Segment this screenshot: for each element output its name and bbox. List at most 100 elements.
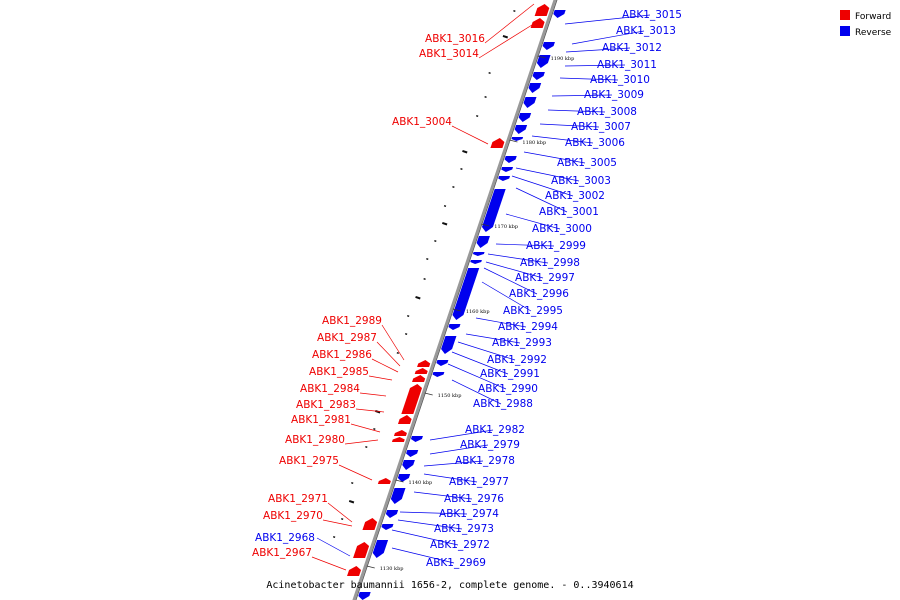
reverse-gene-label: ABK1_2979 <box>460 439 520 451</box>
forward-gene-label: ABK1_2984 <box>300 383 360 395</box>
reverse-gene-leader <box>451 379 502 405</box>
reverse-gene-leader <box>451 351 509 375</box>
legend-forward-label: Forward <box>855 12 891 22</box>
reverse-gene-arrow <box>410 436 423 442</box>
forward-gene-arrow <box>347 566 362 576</box>
forward-gene-arrow <box>414 368 428 374</box>
forward-gene-arrow <box>397 415 412 424</box>
repeat-mark <box>404 333 408 336</box>
reverse-gene-label: ABK1_3006 <box>565 137 625 149</box>
tick-mark <box>509 139 518 143</box>
reverse-gene-label: ABK1_3008 <box>577 106 637 118</box>
reverse-gene-leader <box>515 167 580 182</box>
reverse-gene-label: ABK1_3001 <box>539 206 599 218</box>
reverse-gene-arrow <box>498 176 511 181</box>
reverse-gene-arrow <box>358 592 371 600</box>
reverse-gene-leader <box>481 281 532 312</box>
reverse-gene-label: ABK1_2968 <box>255 532 315 544</box>
reverse-gene-arrow <box>514 125 528 134</box>
reverse-gene-label: ABK1_3011 <box>597 59 657 71</box>
forward-gene-arrow <box>393 430 407 436</box>
reverse-gene-arrow <box>476 236 490 248</box>
forward-gene-arrow <box>362 518 378 530</box>
reverse-gene-label: ABK1_3013 <box>616 25 676 37</box>
reverse-gene-label: ABK1_2976 <box>444 493 504 505</box>
reverse-gene-leader <box>571 30 645 45</box>
reverse-gene-leader <box>429 444 489 455</box>
forward-gene-leader <box>350 423 381 433</box>
reverse-gene-arrow <box>406 450 419 457</box>
reverse-gene-arrow <box>441 336 457 354</box>
reverse-gene-leader <box>397 519 463 530</box>
forward-gene-label: ABK1_2986 <box>312 349 372 361</box>
reverse-gene-arrow <box>523 97 537 108</box>
forward-gene-arrow <box>401 384 423 414</box>
forward-gene-leader <box>484 3 535 44</box>
reverse-gene-leader <box>413 491 473 500</box>
reverse-gene-label: ABK1_2990 <box>478 383 538 395</box>
forward-gene-arrow <box>353 542 370 558</box>
legend-forward-swatch <box>840 10 850 20</box>
reverse-gene-leader <box>399 511 468 515</box>
reverse-gene-label: ABK1_3000 <box>532 223 592 235</box>
reverse-gene-label: ABK1_3015 <box>622 9 682 21</box>
forward-gene-arrow <box>377 478 391 484</box>
reverse-gene-leader <box>495 243 555 247</box>
map-caption: Acinetobacter baumannii 1656-2, complete… <box>266 580 633 591</box>
reverse-gene-label: ABK1_3003 <box>551 175 611 187</box>
reverse-gene-arrow <box>390 488 406 504</box>
reverse-gene-arrow <box>432 372 445 377</box>
reverse-gene-label: ABK1_2996 <box>509 288 569 300</box>
reverse-gene-arrow <box>448 324 461 330</box>
axis-layer: 1190 kbp 1180 kbp 1170 kbp 1160 kbp 1150 kbp… <box>352 0 574 600</box>
reverse-gene-leader <box>391 547 455 564</box>
reverse-gene-label: ABK1_3012 <box>602 42 662 54</box>
reverse-gene-leader <box>429 429 494 441</box>
reverse-gene-label: ABK1_2999 <box>526 240 586 252</box>
reverse-gene-arrow <box>511 137 524 141</box>
reverse-gene-arrow <box>385 510 399 518</box>
forward-gene-label: ABK1_2980 <box>285 434 345 446</box>
reverse-gene-arrow <box>501 167 514 172</box>
forward-gene-leader <box>381 324 405 361</box>
tick-label: 1170 kbp <box>494 224 518 230</box>
reverse-gene-leader <box>316 537 351 557</box>
forward-gene-label: ABK1_2970 <box>263 510 323 522</box>
tick-label: 1150 kbp <box>438 393 462 399</box>
repeat-mark <box>332 536 336 539</box>
tick-label: 1130 kbp <box>380 566 404 572</box>
reverse-gene-arrow <box>472 252 485 256</box>
reverse-gene-arrow <box>402 460 415 470</box>
repeat-mark <box>365 446 368 449</box>
forward-gene-label: ABK1_2989 <box>322 315 382 327</box>
forward-gene-arrow <box>490 138 505 148</box>
reverse-gene-arrow <box>536 55 551 68</box>
reverse-gene-label: ABK1_3010 <box>590 74 650 86</box>
repeat-mark <box>452 186 455 189</box>
tick-label: 1180 kbp <box>522 140 546 146</box>
repeat-mark <box>373 428 376 431</box>
reverse-gene-arrow <box>452 268 480 320</box>
repeat-mark <box>442 221 448 226</box>
repeat-mark <box>423 278 426 281</box>
reverse-gene-arrow <box>470 260 482 264</box>
repeat-mark <box>476 114 479 118</box>
forward-gene-leader <box>376 341 401 367</box>
forward-gene-label: ABK1_2975 <box>279 455 339 467</box>
reverse-gene-arrow <box>481 189 506 232</box>
tick-mark <box>537 55 546 59</box>
repeat-mark <box>484 96 487 99</box>
forward-gene-leader <box>344 439 379 445</box>
reverse-gene-leader <box>564 14 651 25</box>
repeat-mark <box>460 168 463 171</box>
reverse-gene-label: ABK1_2993 <box>492 337 552 349</box>
forward-gene-arrow <box>530 18 545 28</box>
reverse-gene-label: ABK1_3002 <box>545 190 605 202</box>
tick-mark <box>395 479 404 483</box>
reverse-gene-label: ABK1_2997 <box>515 272 575 284</box>
reverse-gene-arrow <box>397 474 411 482</box>
reverse-gene-leader <box>487 253 549 264</box>
repeat-mark <box>443 205 447 208</box>
reverse-gene-arrow <box>532 72 545 80</box>
repeat-mark <box>502 34 509 39</box>
